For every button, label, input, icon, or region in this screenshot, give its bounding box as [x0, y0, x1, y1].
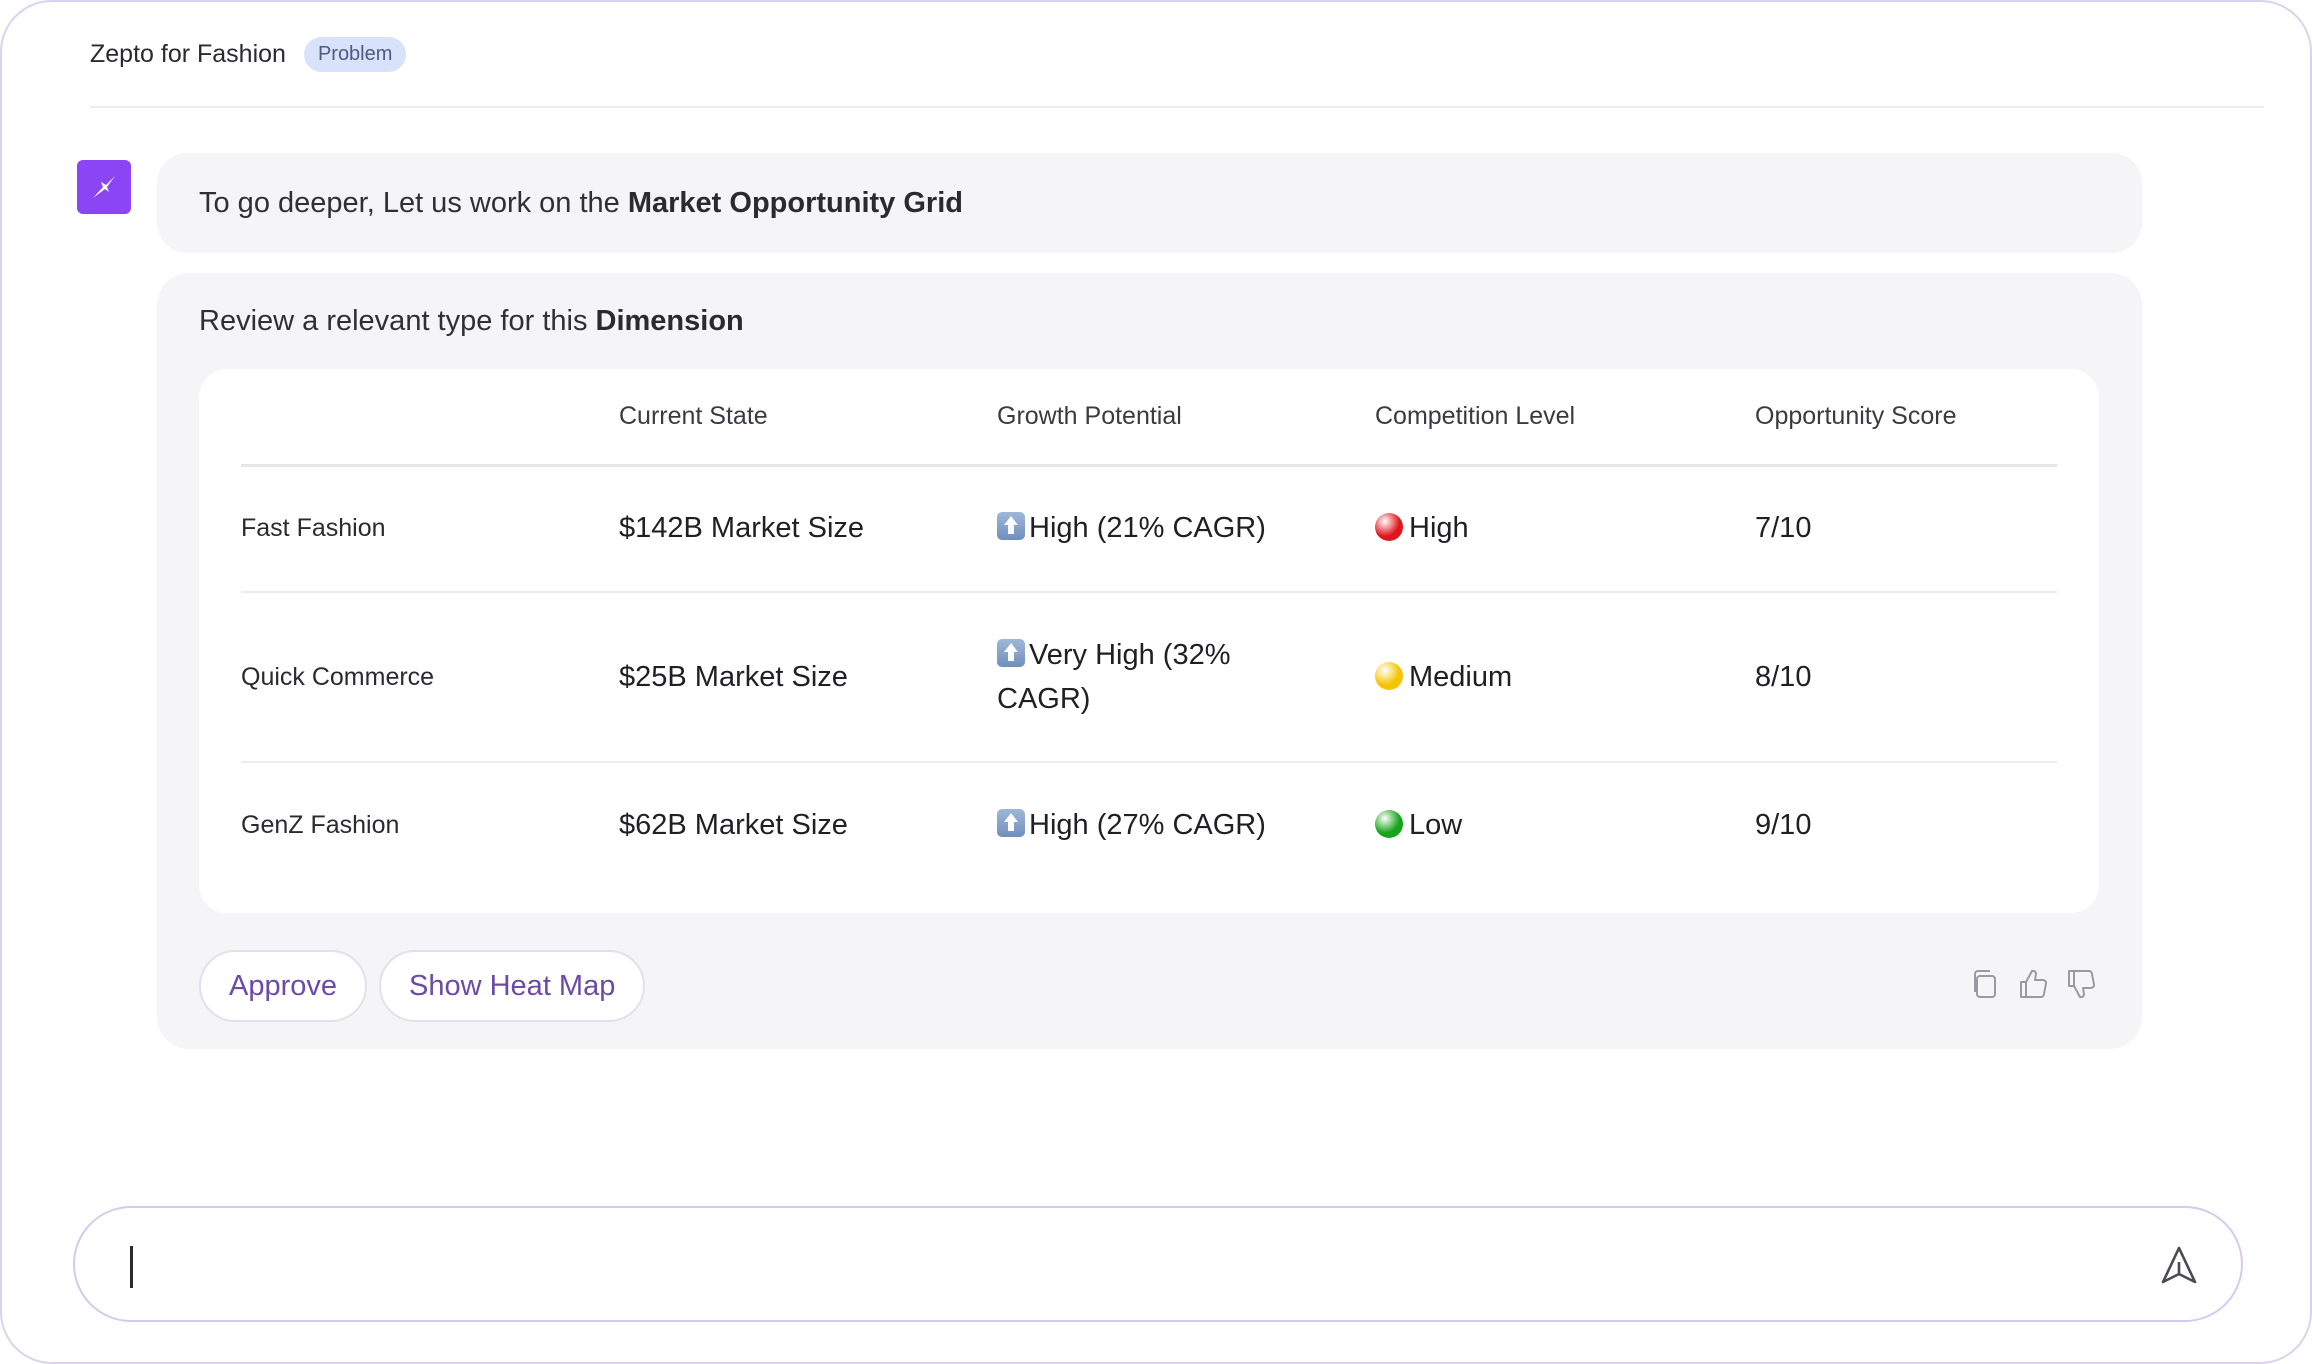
column-header: Competition Level [1375, 369, 1755, 467]
message-composer[interactable] [73, 1206, 2243, 1322]
current-state-cell: $142B Market Size [619, 465, 997, 593]
approve-button[interactable]: Approve [199, 950, 368, 1022]
growth-text: High (21% CAGR) [1029, 512, 1266, 545]
column-header [241, 369, 619, 467]
growth-wrap: Very High (32% CAGR) [997, 633, 1257, 721]
message-highlight: Market Opportunity Grid [627, 186, 963, 219]
competition-text: Medium [1409, 660, 1513, 693]
status-badge: Problem [303, 36, 407, 72]
up-arrow-icon [997, 512, 1025, 541]
send-icon[interactable] [2157, 1244, 2201, 1288]
competition-cell: Low [1375, 762, 1755, 887]
table-row: Quick Commerce $25B Market Size Very Hig… [241, 592, 2057, 763]
growth-cell: High (21% CAGR) [997, 465, 1375, 593]
competition-text: Low [1409, 808, 1463, 841]
header-divider [90, 106, 2264, 108]
status-dot-icon [1375, 809, 1403, 838]
current-state-cell: $25B Market Size [619, 592, 997, 763]
action-buttons: Approve Show Heat Map [199, 950, 646, 1022]
score-cell: 7/10 [1755, 465, 2057, 593]
opportunity-table: Current State Growth Potential Competiti… [241, 369, 2057, 887]
assistant-message: To go deeper, Let us work on the Market … [157, 153, 2142, 253]
growth-text: Very High (32% CAGR) [997, 639, 1231, 715]
competition-cell: Medium [1375, 592, 1755, 763]
show-heat-map-button[interactable]: Show Heat Map [379, 950, 646, 1022]
table-row: Fast Fashion $142B Market Size High (21%… [241, 465, 2057, 593]
copy-icon[interactable] [1968, 967, 2002, 1001]
row-label: GenZ Fashion [241, 810, 400, 839]
column-header: Opportunity Score [1755, 369, 2057, 467]
growth-cell: Very High (32% CAGR) [997, 592, 1375, 763]
status-dot-icon [1375, 513, 1403, 542]
thumbs-down-icon[interactable] [2064, 967, 2098, 1001]
competition-text: High [1409, 512, 1469, 545]
card-heading: Review a relevant type for this Dimensio… [199, 305, 744, 338]
current-state-cell: $62B Market Size [619, 808, 848, 841]
feedback-actions [1968, 967, 2098, 1001]
score-cell: 9/10 [1755, 808, 1812, 841]
status-dot-icon [1375, 661, 1403, 690]
column-header: Growth Potential [997, 369, 1375, 467]
text-cursor [130, 1246, 133, 1288]
card-heading-text: Review a relevant type for this [199, 305, 596, 337]
row-label: Quick Commerce [241, 592, 619, 763]
thumbs-up-icon[interactable] [2016, 967, 2050, 1001]
message-text: To go deeper, Let us work on the [199, 186, 628, 219]
growth-text: High (27% CAGR) [1029, 808, 1266, 841]
opportunity-card: Review a relevant type for this Dimensio… [157, 273, 2142, 1049]
sparkle-icon [93, 176, 115, 198]
up-arrow-icon [997, 808, 1025, 837]
up-arrow-icon [997, 639, 1025, 667]
score-cell: 8/10 [1755, 592, 2057, 763]
opportunity-table-container: Current State Growth Potential Competiti… [199, 369, 2099, 913]
project-title: Zepto for Fashion [90, 39, 286, 68]
assistant-avatar [77, 160, 131, 214]
card-heading-highlight: Dimension [595, 305, 744, 337]
competition-cell: High [1375, 465, 1755, 593]
row-label: Fast Fashion [241, 465, 619, 593]
header: Zepto for Fashion Problem [90, 32, 407, 76]
growth-cell: High (27% CAGR) [997, 762, 1375, 887]
table-row: GenZ Fashion $62B Market Size High (27% … [241, 762, 2057, 887]
column-header: Current State [619, 369, 997, 467]
table-header-row: Current State Growth Potential Competiti… [241, 369, 2057, 467]
